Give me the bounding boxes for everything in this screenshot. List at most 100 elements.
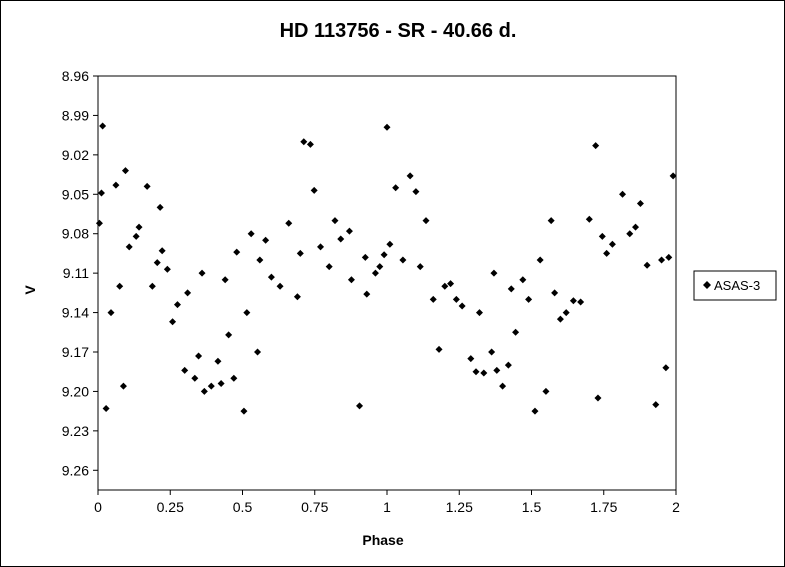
data-point: [337, 235, 345, 243]
data-point: [262, 236, 270, 244]
data-point: [345, 227, 353, 235]
data-point: [467, 355, 475, 363]
y-tick-label: 8.96: [62, 68, 89, 84]
data-point: [435, 345, 443, 353]
data-point: [276, 282, 284, 290]
data-point: [173, 301, 181, 309]
legend-marker: [703, 281, 711, 289]
data-point: [562, 309, 570, 317]
data-point: [233, 248, 241, 256]
data-point: [217, 380, 225, 388]
data-point: [499, 382, 507, 390]
data-point: [296, 249, 304, 257]
data-point: [267, 273, 275, 281]
data-point: [519, 276, 527, 284]
data-point: [669, 172, 677, 180]
data-point: [293, 293, 301, 301]
data-point: [317, 243, 325, 251]
y-tick-label: 9.23: [62, 423, 89, 439]
y-tick-label: 9.26: [62, 462, 89, 478]
data-point: [325, 263, 333, 271]
data-point: [191, 374, 199, 382]
data-point: [243, 309, 251, 317]
data-point: [536, 256, 544, 264]
data-point: [512, 328, 520, 336]
data-point: [380, 251, 388, 259]
data-point: [412, 188, 420, 196]
data-point: [184, 289, 192, 297]
data-point: [363, 290, 371, 298]
data-point: [356, 402, 364, 410]
x-tick-label: 0.75: [301, 499, 328, 515]
data-point: [447, 280, 455, 288]
data-point: [148, 282, 156, 290]
data-point: [458, 302, 466, 310]
data-point: [662, 364, 670, 372]
data-point: [132, 232, 140, 240]
data-point: [116, 282, 124, 290]
data-point: [490, 269, 498, 277]
data-point: [119, 382, 127, 390]
data-point: [577, 298, 585, 306]
data-point: [102, 405, 110, 413]
data-point: [331, 217, 339, 225]
data-point: [626, 230, 634, 238]
data-point: [200, 387, 208, 395]
data-point: [422, 217, 430, 225]
data-point: [347, 276, 355, 284]
x-axis: 0 0.25 0.5 0.75 1 1.25 1.5 1.75 2: [94, 490, 680, 515]
data-point: [256, 256, 264, 264]
y-tick-label: 9.20: [62, 383, 89, 399]
data-point: [592, 142, 600, 150]
data-point: [135, 223, 143, 231]
y-tick-label: 9.02: [62, 147, 89, 163]
data-point: [658, 256, 666, 264]
y-tick-label: 9.11: [63, 265, 89, 281]
data-point: [112, 181, 120, 189]
data-point: [493, 366, 501, 374]
data-point: [547, 217, 555, 225]
data-point: [504, 361, 512, 369]
data-point: [472, 368, 480, 376]
data-point: [99, 122, 107, 130]
data-point: [371, 269, 379, 277]
data-point: [254, 348, 262, 356]
data-point: [594, 394, 602, 402]
data-point: [230, 374, 238, 382]
data-point: [214, 357, 222, 365]
x-tick-label: 0: [94, 499, 102, 515]
y-tick-label: 9.05: [62, 186, 89, 202]
data-point: [452, 295, 460, 303]
data-point: [619, 190, 627, 198]
data-point: [181, 366, 189, 374]
data-point: [643, 261, 651, 269]
data-point: [95, 219, 103, 227]
data-point: [551, 289, 559, 297]
data-point: [632, 223, 640, 231]
x-tick-label: 1: [383, 499, 391, 515]
data-point: [121, 167, 129, 175]
data-point: [636, 199, 644, 207]
data-point: [598, 232, 606, 240]
data-point: [569, 297, 577, 305]
data-point: [652, 401, 660, 409]
data-point: [143, 182, 151, 190]
data-point: [310, 186, 318, 194]
data-point: [361, 253, 369, 261]
data-point: [158, 247, 166, 255]
data-point: [225, 331, 233, 339]
data-point: [169, 318, 177, 326]
data-point: [125, 243, 133, 251]
y-tick-label: 9.17: [62, 344, 89, 360]
data-point: [240, 407, 248, 415]
y-tick-label: 9.14: [62, 305, 89, 321]
data-point: [300, 138, 308, 146]
data-point: [163, 265, 171, 273]
data-point: [97, 189, 105, 197]
data-point: [383, 123, 391, 131]
data-point: [441, 282, 449, 290]
data-point: [556, 315, 564, 323]
x-tick-label: 1.25: [446, 499, 473, 515]
